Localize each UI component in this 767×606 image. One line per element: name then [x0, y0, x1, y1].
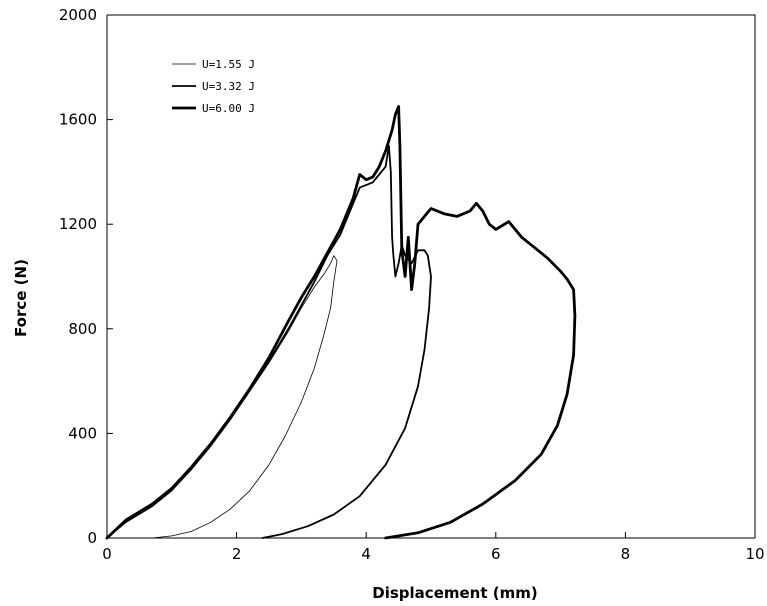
y-axis: 0 400 800 1200 1600 2000	[59, 6, 113, 547]
x-tick-label: 8	[621, 545, 631, 563]
y-tick-label: 2000	[59, 6, 97, 24]
x-tick-label: 10	[745, 545, 764, 563]
legend-label-1: U=1.55 J	[202, 58, 255, 71]
x-tick-label: 4	[361, 545, 371, 563]
y-tick-label: 800	[68, 320, 97, 338]
legend-label-2: U=3.32 J	[202, 80, 255, 93]
x-axis-title: Displacement (mm)	[372, 584, 537, 602]
y-tick-label: 400	[68, 424, 97, 442]
y-tick-label: 1600	[59, 111, 97, 129]
y-axis-title: Force (N)	[12, 259, 30, 337]
x-tick-label: 2	[232, 545, 242, 563]
x-tick-label: 0	[102, 545, 112, 563]
y-tick-label: 1200	[59, 215, 97, 233]
y-tick-label: 0	[87, 529, 97, 547]
legend: U=1.55 J U=3.32 J U=6.00 J	[172, 58, 255, 115]
series-line-3	[105, 105, 577, 540]
legend-label-3: U=6.00 J	[202, 102, 255, 115]
x-axis: 0 2 4 6 8 10	[102, 532, 765, 563]
x-tick-label: 6	[491, 545, 501, 563]
series-layer	[105, 105, 577, 540]
